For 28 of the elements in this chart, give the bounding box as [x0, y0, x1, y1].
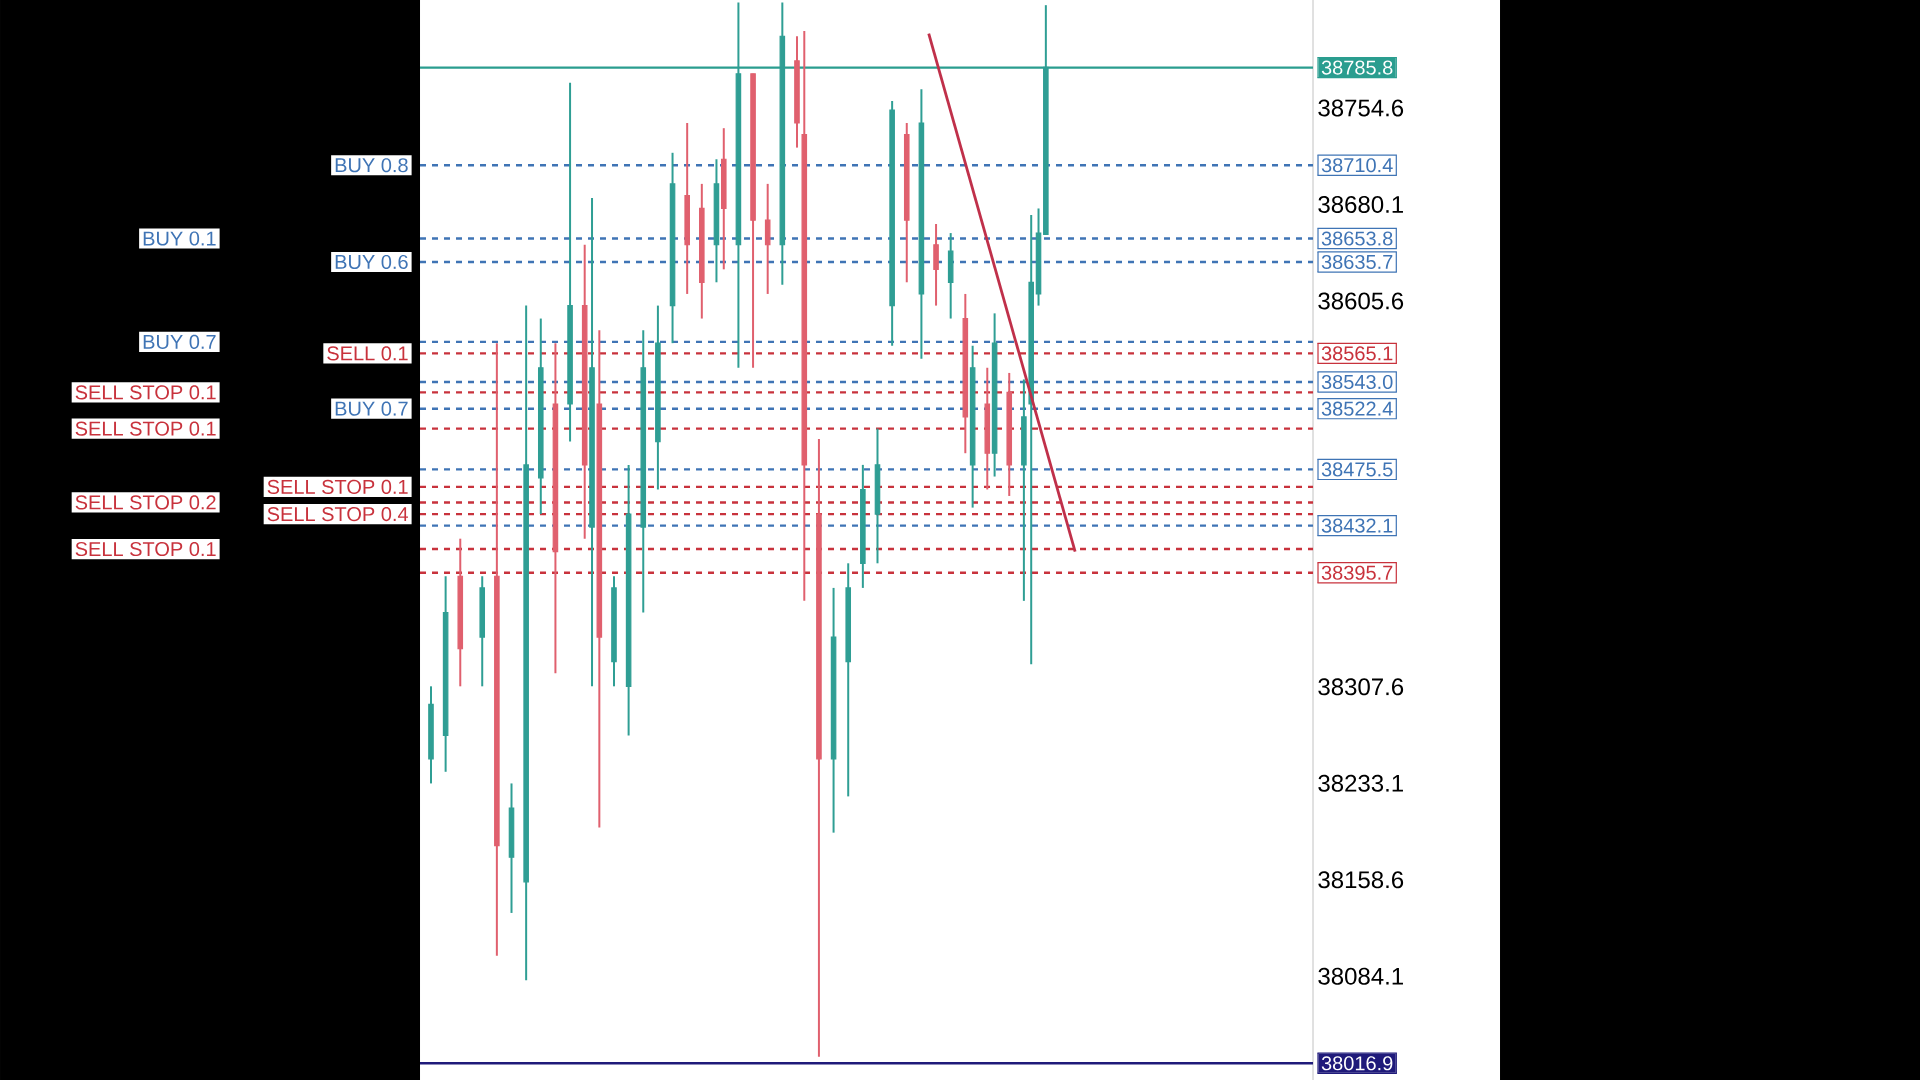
y-tick-label: 38754.6: [1318, 99, 1404, 117]
ref-line-label: BUY 0.1: [143, 231, 216, 246]
y-tick-label: 38233.1: [1318, 774, 1403, 792]
ref-line-label: BUY 0.7: [335, 401, 408, 416]
y-tick-label: 38605.6: [1318, 292, 1404, 310]
y-tick-label: 38710.4: [1321, 158, 1393, 173]
y-tick-label: 38475.5: [1321, 462, 1393, 477]
y-tick-label: 38543.0: [1321, 374, 1393, 390]
y-tick-label: 38395.7: [1321, 565, 1393, 580]
y-tick-label: 38158.6: [1318, 871, 1404, 889]
y-tick-label: 38680.1: [1318, 195, 1403, 213]
y-tick-label: 38635.7: [1321, 254, 1393, 270]
ref-line-label: SELL STOP 0.1: [75, 541, 216, 557]
y-tick-label: 38084.1: [1318, 967, 1403, 985]
ref-line-label: SELL STOP 0.1: [75, 421, 216, 436]
y-tick-label: 38522.4: [1321, 401, 1393, 416]
ref-line-label: SELL STOP 0.1: [267, 479, 408, 494]
y-tick-label: 38432.1: [1321, 518, 1393, 533]
ref-line-label: BUY 0.7: [143, 334, 216, 349]
ref-line-label: SELL STOP 0.1: [75, 385, 216, 400]
ref-line-label: SELL STOP 0.2: [75, 495, 216, 510]
y-tick-label: 38307.6: [1318, 678, 1404, 696]
y-tick-label: 38653.8: [1321, 231, 1393, 246]
ref-line-label: BUY 0.6: [335, 254, 408, 270]
ref-line-label: BUY 0.8: [335, 158, 408, 173]
ref-line-label: SELL STOP 0.4: [267, 507, 409, 522]
y-tick-label: 38565.1: [1321, 346, 1393, 361]
ref-line-label: SELL 0.1: [327, 346, 408, 361]
